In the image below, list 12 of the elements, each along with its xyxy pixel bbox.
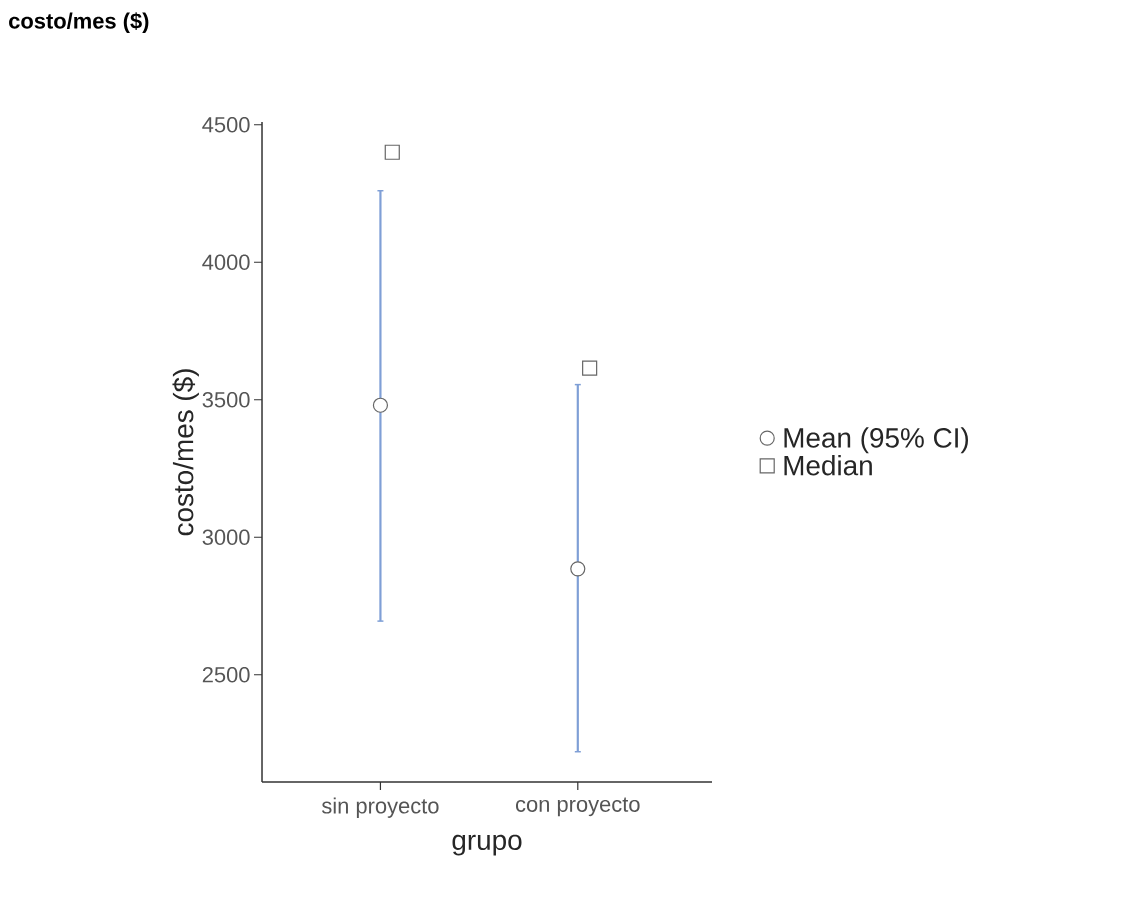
y-tick-label: 3500 [202, 391, 250, 408]
legend-label: Median [784, 454, 872, 476]
x-axis-title: grupo [452, 834, 522, 856]
y-tick-label: 2500 [202, 666, 250, 683]
text: costo/mes ($) [9, 12, 149, 33]
y-tick-label: 4500 [202, 116, 250, 133]
y-tick-label: 3000 [202, 529, 250, 545]
legend-label: Mean (95% CI) [784, 427, 969, 454]
x-tick-label: sin proyecto [321, 797, 439, 818]
x-tick-label: con proyecto [515, 797, 640, 817]
y-axis-title: costo/mes ($) [172, 369, 199, 536]
y-tick-label: 4000 [202, 254, 250, 270]
